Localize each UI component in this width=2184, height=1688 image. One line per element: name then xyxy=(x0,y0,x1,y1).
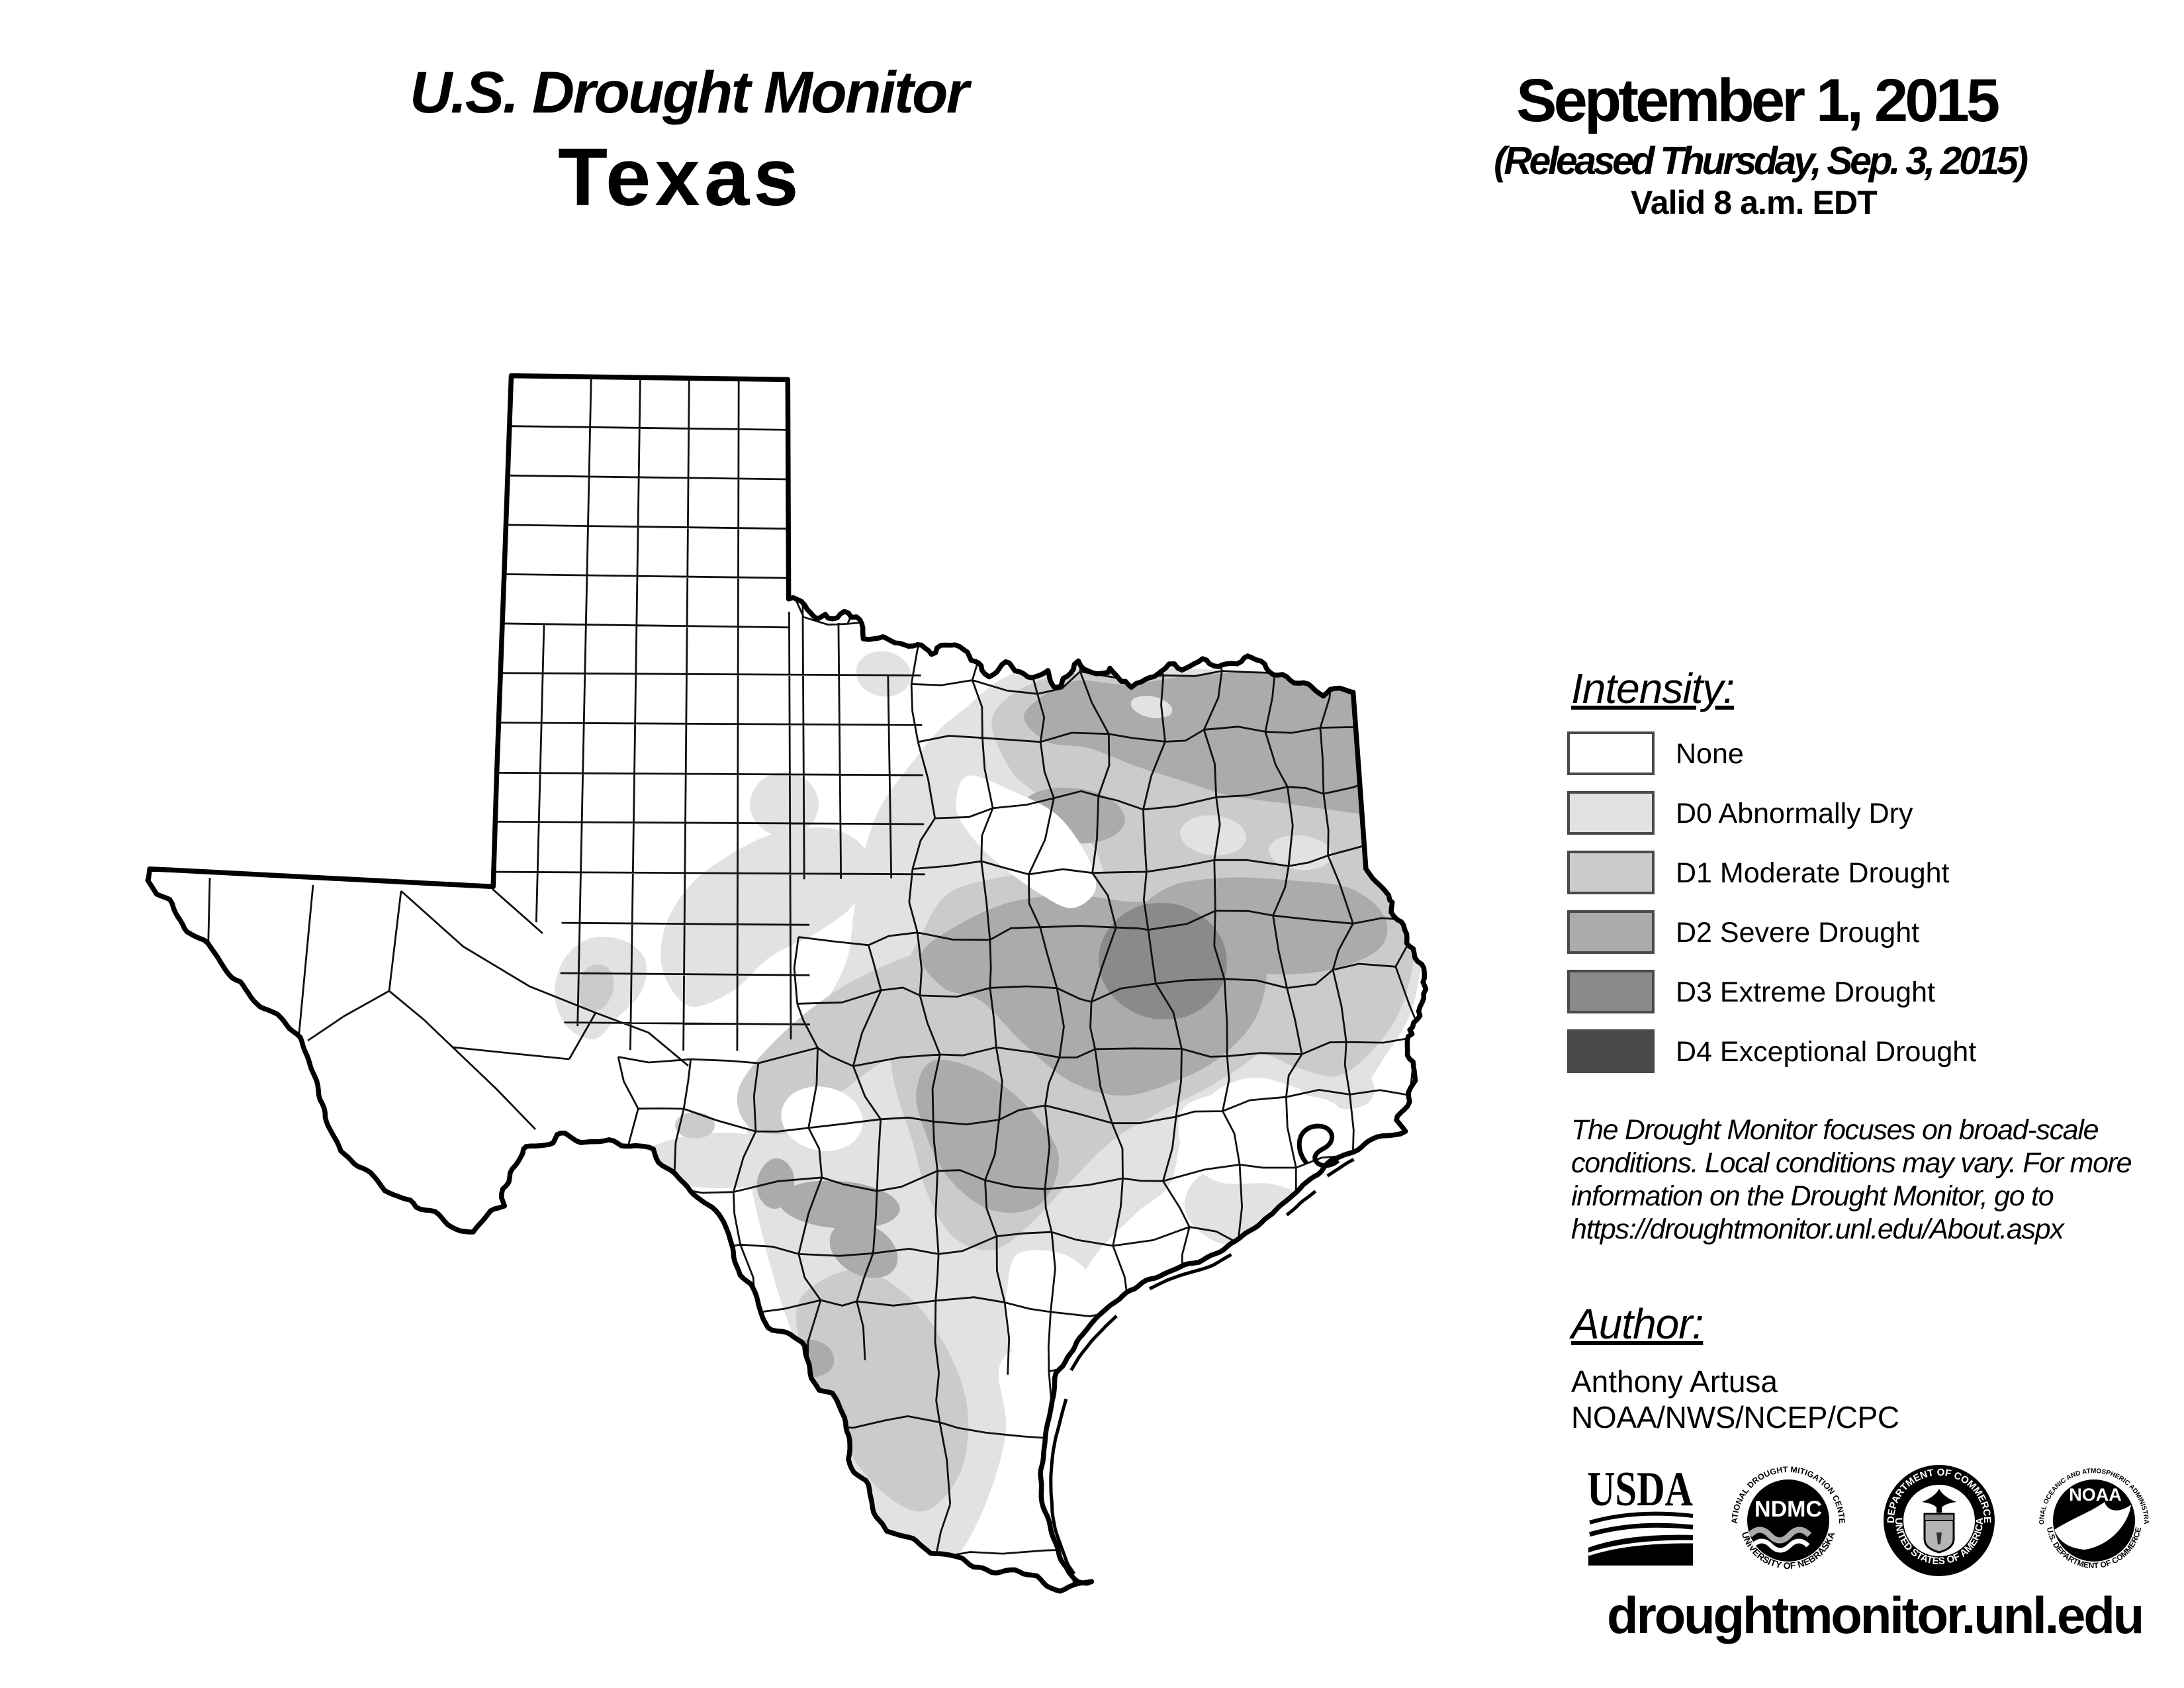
svg-text:USDA: USDA xyxy=(1588,1466,1693,1517)
svg-text:NDMC: NDMC xyxy=(1754,1497,1822,1522)
svg-text:NOAA: NOAA xyxy=(2069,1485,2122,1505)
